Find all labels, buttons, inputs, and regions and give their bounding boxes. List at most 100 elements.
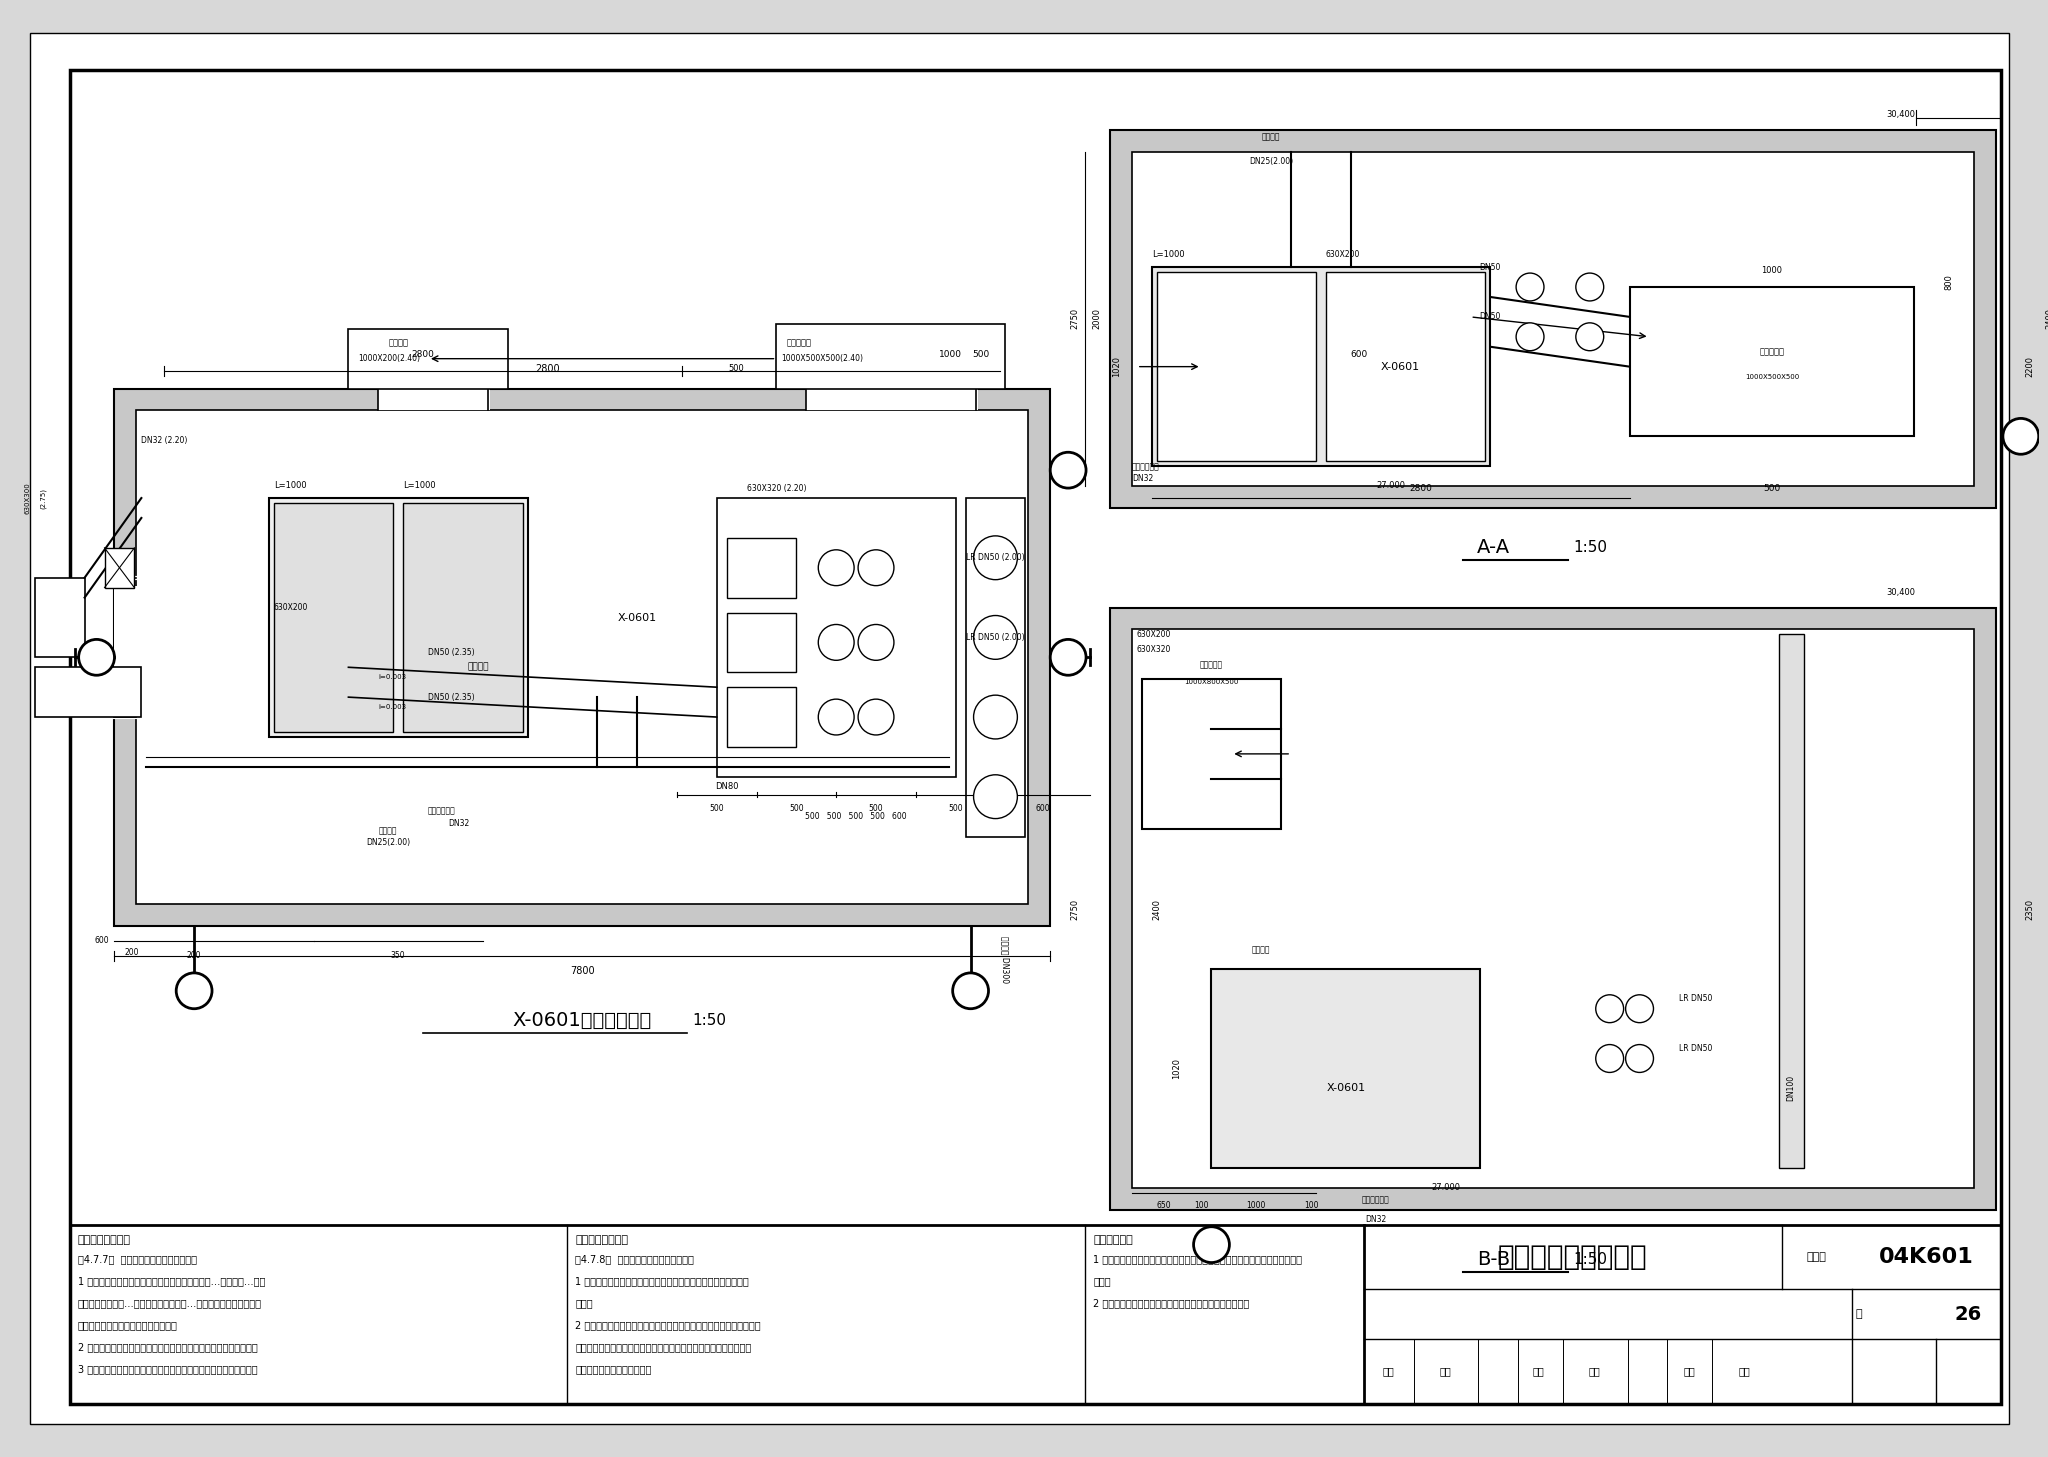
Bar [348,329,508,389]
Bar [1212,969,1481,1169]
Text: 校对: 校对 [1532,1367,1544,1377]
Text: A-A: A-A [1477,538,1509,558]
Text: 04K601: 04K601 [1878,1247,1974,1268]
Circle shape [1516,272,1544,302]
Text: 600: 600 [1036,804,1051,813]
Text: X-0601: X-0601 [1380,361,1419,372]
Circle shape [858,699,893,734]
Text: 1020: 1020 [1112,356,1122,377]
Text: DN25(2.00): DN25(2.00) [367,838,410,848]
Text: 竖向位置、竖向尺寸和标高，标注连接设备的管道尺寸；注明设备和: 竖向位置、竖向尺寸和标高，标注连接设备的管道尺寸；注明设备和 [575,1342,752,1352]
Text: 630X320 (2.20): 630X320 (2.20) [748,484,807,492]
Circle shape [1626,1045,1653,1072]
Text: B: B [967,985,975,997]
Text: 100: 100 [1305,1201,1319,1209]
Text: DN100: DN100 [1786,1075,1796,1101]
Text: 1000: 1000 [1761,267,1782,275]
Text: 1020: 1020 [1171,1058,1182,1080]
Text: 200: 200 [125,949,139,957]
Text: 一致。: 一致。 [1094,1276,1110,1287]
Text: 2 剖面图应绘出对应于机房平面图间的设备、设备基础、管道及附件的: 2 剖面图应绘出对应于机房平面图间的设备、设备基础、管道及附件的 [575,1320,762,1330]
Circle shape [1595,1045,1624,1072]
Bar [35,577,84,657]
Text: 3 标注机房内所有设备、管道附件（各种仪表、阀门、柔性短管、过: 3 标注机房内所有设备、管道附件（各种仪表、阀门、柔性短管、过 [78,1364,258,1374]
Circle shape [973,775,1018,819]
Text: 30,400: 30,400 [1886,111,1915,119]
Circle shape [973,695,1018,739]
Text: 2350: 2350 [2025,899,2036,919]
Text: L=1000: L=1000 [403,481,436,490]
Text: A: A [92,651,100,664]
Bar [1157,272,1317,462]
Bar [115,586,141,705]
Text: 消声静压箱: 消声静压箱 [786,339,811,348]
Circle shape [1516,323,1544,351]
Text: 丁南: 丁南 [1440,1367,1452,1377]
Text: 600: 600 [94,935,109,946]
Bar [1133,629,1974,1187]
Text: 消声静压箱: 消声静压箱 [1759,347,1784,356]
Text: 冷却水管 DN300: 冷却水管 DN300 [1001,935,1010,983]
Bar [104,548,135,587]
Text: 500: 500 [788,804,803,813]
Text: 1000: 1000 [940,350,963,358]
Circle shape [973,615,1018,660]
Bar [1630,287,1915,436]
Bar [727,538,797,597]
Text: L=1000: L=1000 [274,481,307,490]
Text: DN50: DN50 [1479,262,1501,271]
Bar [1110,130,1997,508]
Text: (2.75): (2.75) [39,488,47,508]
Text: 【补充说明】: 【补充说明】 [1094,1234,1133,1244]
Text: B: B [188,985,199,997]
Text: 空调机组: 空调机组 [467,663,489,672]
Text: 7800: 7800 [569,966,594,976]
Text: 新风空调机房放大图: 新风空调机房放大图 [1497,1243,1649,1271]
Text: L=1000: L=1000 [1151,251,1184,259]
Text: 500: 500 [1763,484,1780,492]
Text: 1000: 1000 [1247,1201,1266,1209]
Text: 630X200: 630X200 [1137,631,1171,640]
Circle shape [1626,995,1653,1023]
Text: 风机组、空调器、…、通风机、消声器、…等）的轮廓位置及编号，: 风机组、空调器、…、通风机、消声器、…等）的轮廓位置及编号， [78,1298,262,1308]
Circle shape [1575,272,1604,302]
Text: 650: 650 [1157,1201,1171,1209]
Text: 2 剖面图应选择在平面图无法表示清楚的部位剖切后绘制。: 2 剖面图应选择在平面图无法表示清楚的部位剖切后绘制。 [1094,1298,1249,1308]
Text: 1000X200(2.40): 1000X200(2.40) [358,354,420,363]
Bar [403,503,522,731]
Text: 冷凝水管基础: 冷凝水管基础 [428,807,457,816]
Text: 27.000: 27.000 [1376,481,1405,490]
Bar [35,667,141,717]
Bar [807,386,977,411]
Text: 100: 100 [1194,1201,1208,1209]
Text: 30,400: 30,400 [1886,589,1915,597]
Text: 1 平面图、放大图及剖面图中的建筑、结构专业的轮廓线应与建筑及结构专业相: 1 平面图、放大图及剖面图中的建筑、结构专业的轮廓线应与建筑及结构专业相 [1094,1254,1303,1265]
Circle shape [176,973,213,1008]
Text: 1000X500X500: 1000X500X500 [1745,373,1798,380]
Text: A: A [1063,651,1073,664]
Circle shape [78,640,115,675]
Text: X-0601: X-0601 [616,612,655,622]
Text: 2400: 2400 [1153,899,1161,919]
Text: LR DN50: LR DN50 [1679,1045,1712,1053]
Text: 1 当其他图纸不能表达复杂管道相对关系及竖向位置时，应绘制剖: 1 当其他图纸不能表达复杂管道相对关系及竖向位置时，应绘制剖 [575,1276,750,1287]
Text: X-0601: X-0601 [1327,1084,1366,1093]
Text: X-0601新风机房详图: X-0601新风机房详图 [512,1011,651,1030]
Text: 1000X500X500(2.40): 1000X500X500(2.40) [782,354,864,363]
Circle shape [819,625,854,660]
Circle shape [1595,995,1624,1023]
Circle shape [1575,323,1604,351]
Text: 6: 6 [1063,463,1073,476]
Circle shape [1194,1227,1229,1263]
Text: DN50 (2.35): DN50 (2.35) [428,648,475,657]
Text: B-B: B-B [1477,1250,1509,1269]
Text: 2800: 2800 [412,350,434,358]
Text: B: B [2015,430,2025,443]
Text: 【深度规定条文】: 【深度规定条文】 [78,1234,131,1244]
Text: 1:50: 1:50 [1573,541,1608,555]
Text: LR DN50 (2.00): LR DN50 (2.00) [965,554,1024,562]
Bar [137,411,1028,905]
Text: 2000: 2000 [1092,309,1102,329]
Text: 2800: 2800 [535,364,559,373]
Text: 800: 800 [1944,274,1954,290]
